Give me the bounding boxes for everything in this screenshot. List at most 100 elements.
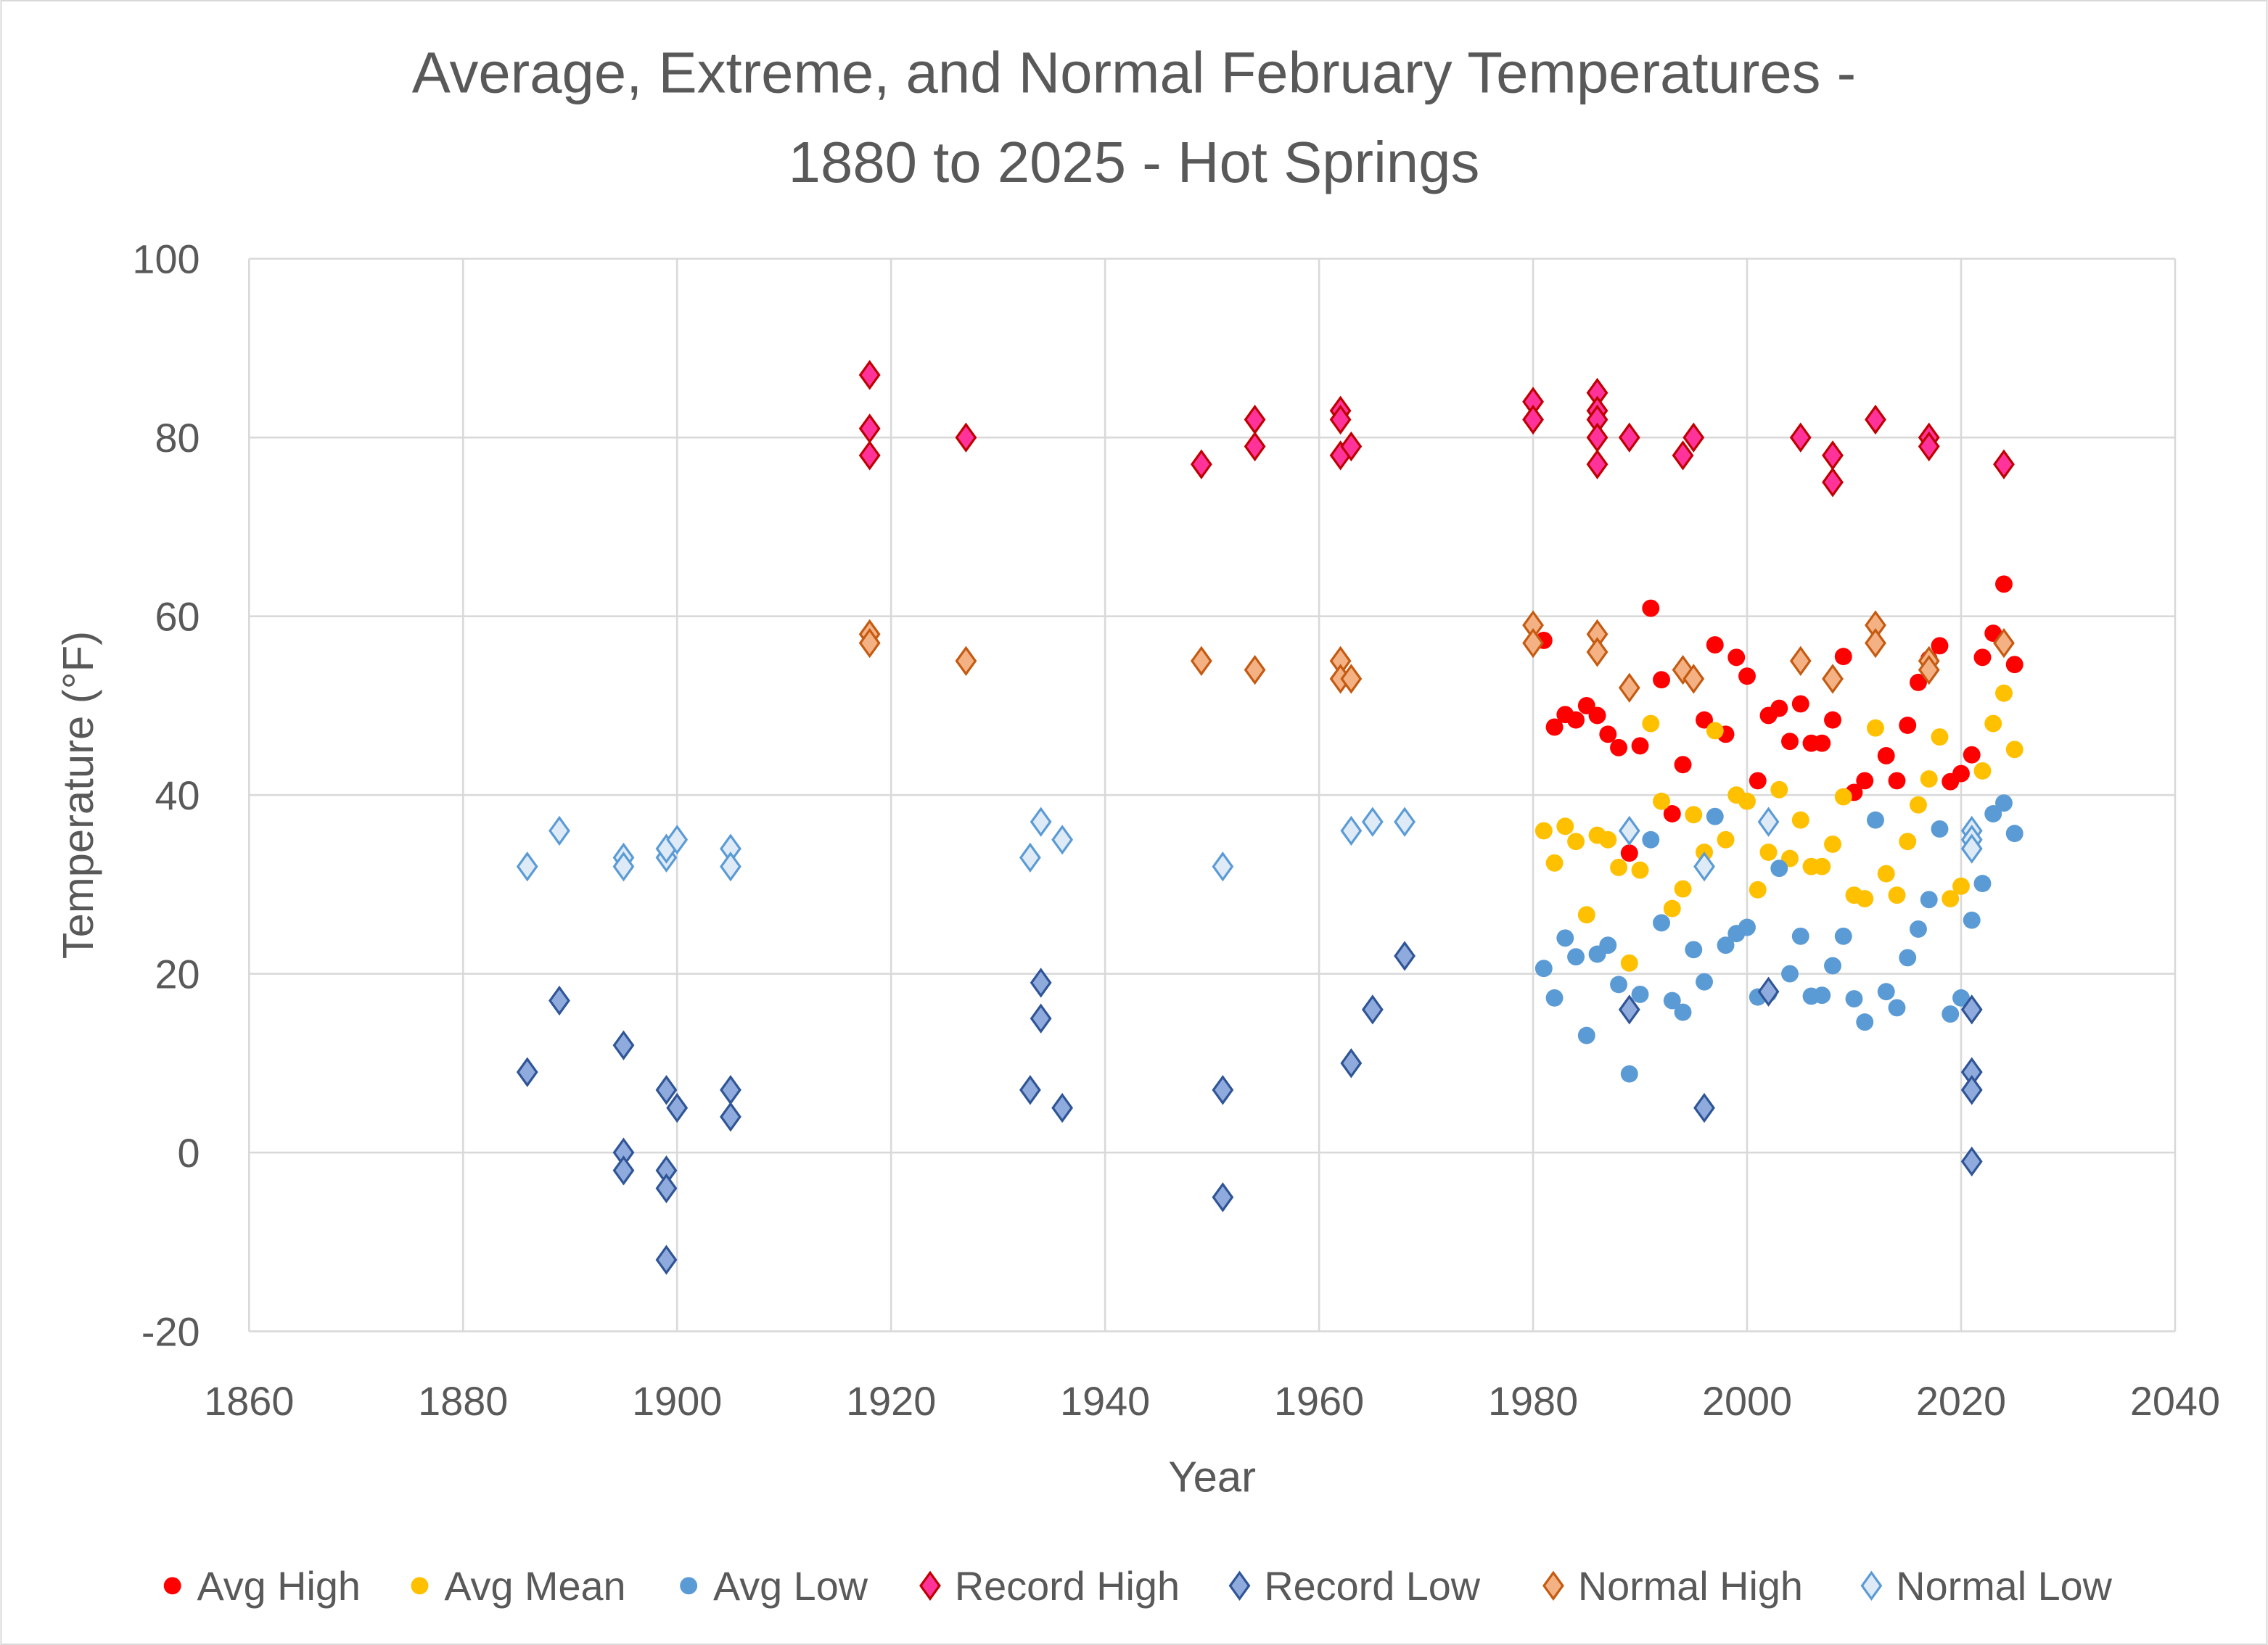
normal-high-point <box>1993 627 2015 659</box>
record-low-point <box>1030 1003 1052 1034</box>
record-high-point <box>1329 404 1352 435</box>
record-low-point <box>1960 994 1983 1025</box>
normal-low-point <box>1394 807 1416 837</box>
avg-high-point <box>1610 738 1628 756</box>
avg-mean-point <box>1545 854 1564 872</box>
avg-mean-point <box>1567 833 1585 851</box>
avg-low-point <box>1631 985 1649 1003</box>
avg-low-point <box>1791 927 1809 945</box>
avg-high-point <box>1663 805 1681 822</box>
record-high-point <box>1865 404 1886 435</box>
avg-low-point <box>1910 920 1927 938</box>
avg-high-point <box>1770 699 1788 717</box>
x-tick-label: 1920 <box>846 1378 936 1424</box>
y-axis-label: Temperature (°F) <box>54 631 102 959</box>
record-low-point <box>1960 1146 1983 1177</box>
record-low-point <box>655 1245 678 1275</box>
record-low-point <box>1618 994 1640 1025</box>
record-low-point <box>612 1155 635 1186</box>
record-high-point <box>1618 422 1640 453</box>
record-high-point <box>1682 422 1705 453</box>
data-points <box>516 360 2023 1275</box>
record-low-point <box>655 1173 678 1204</box>
y-tick-label: 80 <box>155 415 200 461</box>
record-high-point <box>1244 431 1266 462</box>
avg-low-point <box>1738 918 1756 936</box>
tick-labels: 1860 1880 1900 1920 1940 1960 1980 2000 2020 2040… <box>132 236 2220 1424</box>
avg-low-point <box>1942 1005 1960 1023</box>
avg-low-point <box>1696 973 1713 991</box>
x-tick-label: 1980 <box>1488 1378 1578 1424</box>
normal-high-point <box>1586 637 1608 667</box>
record-low-point <box>1019 1075 1041 1105</box>
chart-title-line-2: 1880 to 2025 - Hot Springs <box>789 130 1480 194</box>
avg-high-point <box>1620 844 1638 862</box>
record-high-point <box>1789 422 1812 453</box>
avg-low-point <box>1620 1065 1638 1083</box>
avg-mean-point <box>1877 865 1895 883</box>
normal-low-point <box>1030 807 1052 837</box>
avg-mean-point <box>1599 830 1617 849</box>
avg-mean-point <box>1920 770 1938 788</box>
record-low-point <box>1340 1048 1363 1079</box>
avg-mean-point <box>1899 833 1917 851</box>
normal-low-point <box>1212 852 1234 882</box>
avg-high-point <box>1973 648 1992 667</box>
record-low-point <box>1394 941 1416 971</box>
avg-low-point <box>1577 1026 1595 1044</box>
avg-high-point <box>1910 673 1927 691</box>
avg-high-point <box>2005 656 2023 674</box>
record-high-point <box>1672 440 1694 471</box>
avg-high-point <box>1963 746 1981 764</box>
normal-high-point <box>1918 654 1940 685</box>
avg-low-point <box>1545 989 1564 1007</box>
legend: Avg High Avg Mean Avg Low Record High Record… <box>163 1563 2113 1609</box>
avg-high-point <box>1888 772 1906 790</box>
avg-low-point <box>1556 929 1574 947</box>
avg-mean-point <box>1706 722 1724 740</box>
record-low-point <box>1051 1092 1074 1124</box>
avg-high-point <box>1781 733 1799 751</box>
x-axis-label: Year <box>1168 1453 1256 1501</box>
y-tick-label: -20 <box>141 1308 200 1354</box>
avg-mean-point <box>1663 899 1681 918</box>
normal-high-point <box>955 646 977 676</box>
record-low-point <box>655 1075 678 1105</box>
legend-label-normal-low: Normal Low <box>1896 1563 2112 1609</box>
y-tick-label: 0 <box>177 1130 200 1176</box>
x-tick-label: 2000 <box>1702 1378 1792 1424</box>
avg-mean-point <box>1556 817 1574 836</box>
avg-low-point <box>1952 989 1970 1007</box>
record-low-point <box>1030 968 1052 998</box>
avg-low-point <box>1663 991 1681 1010</box>
y-tick-label: 20 <box>155 952 200 997</box>
avg-mean-point <box>1952 877 1970 895</box>
avg-high-point <box>1856 772 1874 790</box>
avg-mean-point <box>1642 714 1660 733</box>
avg-mean-point <box>1759 844 1778 861</box>
normal-high-point <box>1244 654 1266 685</box>
normal-low-point <box>1019 842 1041 873</box>
avg-low-point <box>1856 1013 1874 1031</box>
normal-low-point <box>1757 807 1780 837</box>
avg-high-point <box>1813 734 1831 752</box>
normal-high-point <box>1789 646 1812 676</box>
legend-label-avg-low: Avg Low <box>713 1563 868 1609</box>
normal-low-point <box>1340 815 1363 846</box>
avg-mean-point <box>1674 880 1692 898</box>
avg-high-point <box>1567 711 1585 729</box>
avg-mean-point <box>1770 780 1788 799</box>
avg-low-point <box>1685 941 1703 959</box>
avg-mean-point <box>1834 788 1852 806</box>
record-low-point <box>516 1057 538 1087</box>
record-high-point <box>858 440 881 471</box>
record-high-point <box>1993 449 2015 479</box>
avg-mean-point <box>1534 822 1553 840</box>
record-high-point <box>955 422 977 453</box>
avg-mean-point <box>1631 861 1649 879</box>
avg-high-point <box>1995 575 2013 593</box>
normal-low-point <box>1618 815 1640 846</box>
avg-low-point <box>1963 911 1981 929</box>
avg-low-point <box>1706 807 1724 825</box>
